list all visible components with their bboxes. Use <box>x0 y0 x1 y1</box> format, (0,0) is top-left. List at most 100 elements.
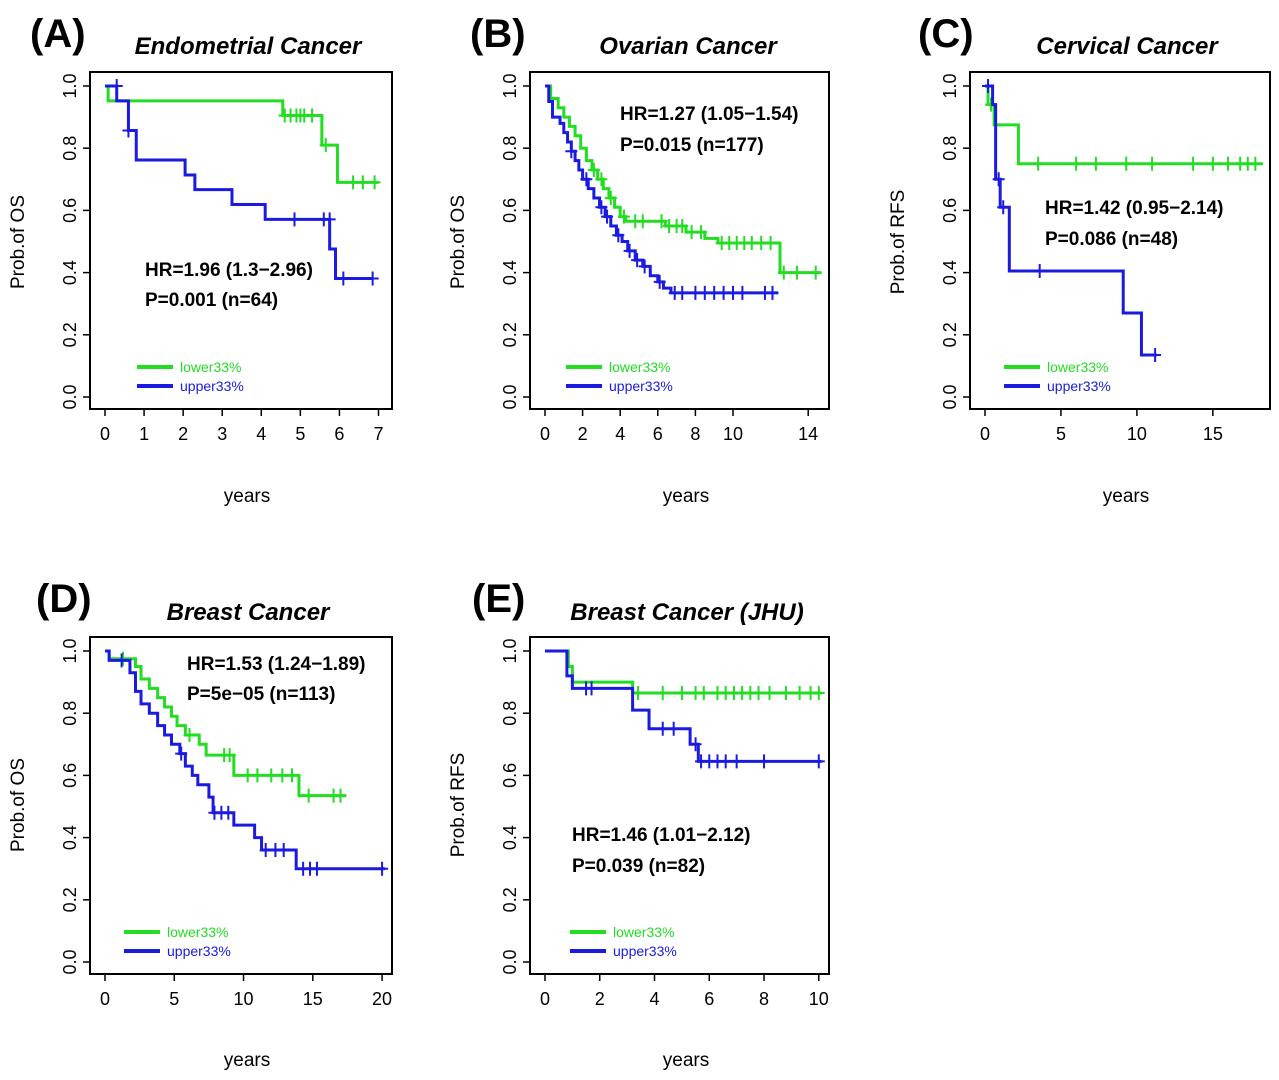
censor-mark <box>655 214 668 229</box>
panel-d-x-ticks: 0 5 10 15 20 <box>100 974 392 1009</box>
panel-c-plot-frame <box>969 71 1271 410</box>
panel-d-curves <box>105 649 389 876</box>
censor-mark <box>764 236 777 251</box>
panel-a-y-axis-label: Prob.of OS <box>8 195 29 289</box>
panel-d-y-axis-label: Prob.of OS <box>8 758 29 852</box>
x-tick-label: 0 <box>540 989 550 1009</box>
panel-d-p-text: P=5e−05 (n=113) <box>187 684 335 705</box>
censor-mark <box>1070 156 1083 171</box>
censor-mark <box>631 253 644 268</box>
censor-mark <box>222 805 235 820</box>
panel-a-x-axis-label: years <box>224 486 270 507</box>
panel-d-title: Breast Cancer <box>167 599 331 626</box>
censor-mark <box>1120 156 1133 171</box>
y-tick-label: 0.0 <box>60 384 80 409</box>
y-tick-label: 0.8 <box>500 136 520 161</box>
x-tick-label: 15 <box>1203 424 1223 444</box>
censor-mark <box>1089 156 1102 171</box>
x-tick-label: 0 <box>980 424 990 444</box>
censor-mark <box>286 768 299 783</box>
censor-mark <box>667 721 680 736</box>
panel-e-legend: lower33% upper33% <box>570 924 677 959</box>
panel-e-x-ticks: 0 2 4 6 8 10 <box>540 974 829 1009</box>
censor-mark <box>565 144 578 159</box>
y-tick-label: 0.6 <box>500 198 520 223</box>
y-tick-label: 1.0 <box>500 73 520 98</box>
censor-mark <box>656 685 669 700</box>
legend-entry: upper33% <box>180 378 244 394</box>
y-tick-label: 0.8 <box>940 136 960 161</box>
series-line-upper <box>105 84 373 281</box>
x-tick-label: 10 <box>234 989 254 1009</box>
y-tick-label: 0.2 <box>60 887 80 912</box>
panel-c-x-axis-label: years <box>1103 486 1149 507</box>
y-tick-label: 0.6 <box>940 198 960 223</box>
x-tick-label: 2 <box>595 989 605 1009</box>
censor-mark <box>1249 156 1262 171</box>
censor-mark <box>1187 156 1200 171</box>
y-tick-label: 0.8 <box>500 701 520 726</box>
censor-mark <box>763 685 776 700</box>
panel-b: (B) Ovarian Cancer 0.0 0.2 0.4 0.6 0.8 1.0 0 2… <box>448 12 830 507</box>
y-tick-label: 0.2 <box>500 322 520 347</box>
censor-mark <box>585 681 598 696</box>
panel-b-curves <box>545 84 822 300</box>
x-tick-label: 0 <box>100 424 110 444</box>
censor-mark <box>612 228 625 243</box>
panel-b-hr-text: HR=1.27 (1.05−1.54) <box>620 104 799 125</box>
legend-entry: lower33% <box>609 359 670 375</box>
censor-mark <box>766 285 779 300</box>
panel-d-x-axis-label: years <box>224 1050 270 1071</box>
censor-mark <box>1032 156 1045 171</box>
censor-mark <box>1146 156 1159 171</box>
legend-entry: upper33% <box>1047 378 1111 394</box>
panel-d-hr-text: HR=1.53 (1.24−1.89) <box>187 654 366 675</box>
panel-b-y-ticks: 0.0 0.2 0.4 0.6 0.8 1.0 <box>500 73 530 410</box>
censor-mark <box>1149 348 1162 363</box>
panel-a-hr-text: HR=1.96 (1.3−2.96) <box>145 260 313 281</box>
censor-mark <box>790 265 803 280</box>
censor-mark <box>1222 156 1235 171</box>
censor-mark <box>676 218 689 233</box>
panel-b-legend: lower33% upper33% <box>566 359 673 394</box>
y-tick-label: 0.2 <box>940 322 960 347</box>
censor-mark <box>251 768 264 783</box>
x-tick-label: 4 <box>615 424 625 444</box>
panel-c-title: Cervical Cancer <box>1036 33 1219 60</box>
censor-mark <box>288 212 301 227</box>
y-tick-label: 0.6 <box>500 763 520 788</box>
censor-mark <box>183 727 196 742</box>
censor-mark <box>697 685 710 700</box>
censor-mark <box>656 721 669 736</box>
censor-mark <box>277 843 290 858</box>
x-tick-label: 2 <box>178 424 188 444</box>
panel-e-label: (E) <box>472 577 525 621</box>
panel-c-y-ticks: 0.0 0.2 0.4 0.6 0.8 1.0 <box>940 73 970 410</box>
censor-mark <box>793 685 806 700</box>
panel-e-x-axis-label: years <box>663 1050 709 1071</box>
censor-mark <box>638 259 651 274</box>
panel-b-p-text: P=0.015 (n=177) <box>620 135 764 156</box>
censor-mark <box>617 209 630 224</box>
y-tick-label: 0.8 <box>60 701 80 726</box>
censor-mark <box>1206 156 1219 171</box>
panel-b-label: (B) <box>470 12 526 56</box>
y-tick-label: 0.0 <box>940 384 960 409</box>
censor-mark <box>812 685 825 700</box>
panel-e: (E) Breast Cancer (JHU) 0.0 0.2 0.4 0.6 0.8 1… <box>448 577 830 1071</box>
censor-mark <box>366 271 379 286</box>
censor-mark <box>110 79 123 93</box>
panel-c-hr-text: HR=1.42 (0.95−2.14) <box>1045 198 1224 219</box>
panel-c: (C) Cervical Cancer 0.0 0.2 0.4 0.6 0.8 1.0 0… <box>888 12 1271 507</box>
panel-e-curves <box>545 649 825 769</box>
y-tick-label: 0.4 <box>60 260 80 285</box>
panel-a-x-ticks: 0 1 2 3 4 5 6 7 <box>100 409 384 444</box>
censor-mark <box>719 754 732 769</box>
censor-mark <box>604 190 617 205</box>
censor-mark <box>777 265 790 280</box>
x-tick-label: 5 <box>169 989 179 1009</box>
panel-a-title: Endometrial Cancer <box>135 33 363 60</box>
censor-mark <box>376 861 389 876</box>
panel-a-curves <box>105 79 381 286</box>
